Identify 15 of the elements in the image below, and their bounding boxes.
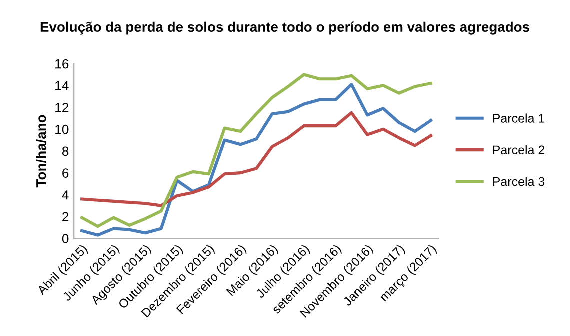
y-tick-label: 12 — [56, 103, 69, 112]
y-tick-label: 8 — [62, 146, 69, 156]
y-tick-label: 14 — [56, 81, 69, 90]
y-axis-title: Ton/ha/ano — [36, 115, 46, 188]
y-tick-label: 6 — [62, 168, 69, 178]
legend-label: Parcela 1 — [493, 114, 545, 123]
line-series — [80, 111, 432, 208]
chart-title: Evolução da perda de solos durante todo o período em valores agregados — [40, 22, 530, 35]
y-tick-label: 4 — [62, 190, 69, 200]
y-tick-label: 16 — [56, 59, 69, 69]
legend-label: Parcela 3 — [493, 177, 545, 186]
y-tick-label: 2 — [62, 212, 69, 222]
legend-label: Parcela 2 — [493, 145, 545, 155]
y-tick-label: 0 — [62, 234, 69, 244]
y-tick-label: 10 — [56, 124, 69, 134]
